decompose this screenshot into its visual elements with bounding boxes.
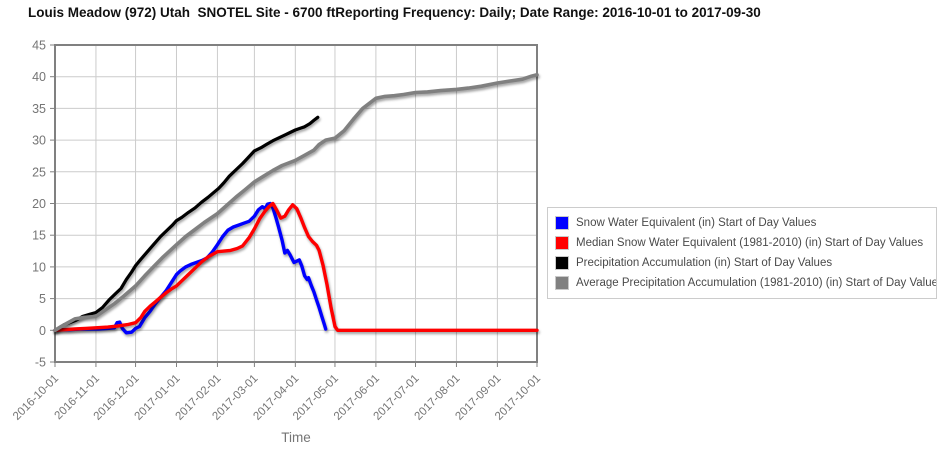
legend-item-median-swe[interactable]: Median Snow Water Equivalent (1981-2010)…	[555, 233, 936, 253]
chart-title: Louis Meadow (972) Utah SNOTEL Site - 67…	[28, 5, 761, 20]
legend-label-avg-precip: Average Precipitation Accumulation (1981…	[576, 277, 936, 289]
legend-label-swe: Snow Water Equivalent (in) Start of Day …	[576, 217, 817, 229]
y-tick-label: 40	[32, 70, 46, 84]
legend-swatch-blue	[555, 216, 569, 230]
legend-item-precip[interactable]: Precipitation Accumulation (in) Start of…	[555, 253, 936, 273]
series-line-3	[53, 73, 539, 333]
legend-swatch-black	[555, 256, 569, 270]
legend-label-precip: Precipitation Accumulation (in) Start of…	[576, 257, 833, 269]
x-axis-title: Time	[281, 430, 311, 445]
y-tick-label: 45	[32, 39, 46, 53]
legend-item-avg-precip[interactable]: Average Precipitation Accumulation (1981…	[555, 273, 936, 293]
y-tick-label: 25	[32, 165, 46, 179]
legend: Snow Water Equivalent (in) Start of Day …	[547, 207, 937, 299]
y-tick-label: 0	[39, 324, 46, 338]
y-tick-label: 35	[32, 102, 46, 116]
y-tick-label: 5	[39, 292, 46, 306]
legend-swatch-gray	[555, 276, 569, 290]
series-line-0	[53, 201, 328, 335]
y-tick-label: 15	[32, 229, 46, 243]
y-tick-label: 30	[32, 134, 46, 148]
series-line-1	[53, 201, 539, 332]
series-line-2	[53, 115, 320, 332]
legend-swatch-red	[555, 236, 569, 250]
legend-label-median-swe: Median Snow Water Equivalent (1981-2010)…	[576, 237, 924, 249]
y-tick-label: 20	[32, 197, 46, 211]
y-tick-label: -5	[35, 356, 46, 370]
y-tick-label: 10	[32, 260, 46, 274]
plot-border	[54, 44, 538, 363]
legend-item-swe[interactable]: Snow Water Equivalent (in) Start of Day …	[555, 213, 936, 233]
